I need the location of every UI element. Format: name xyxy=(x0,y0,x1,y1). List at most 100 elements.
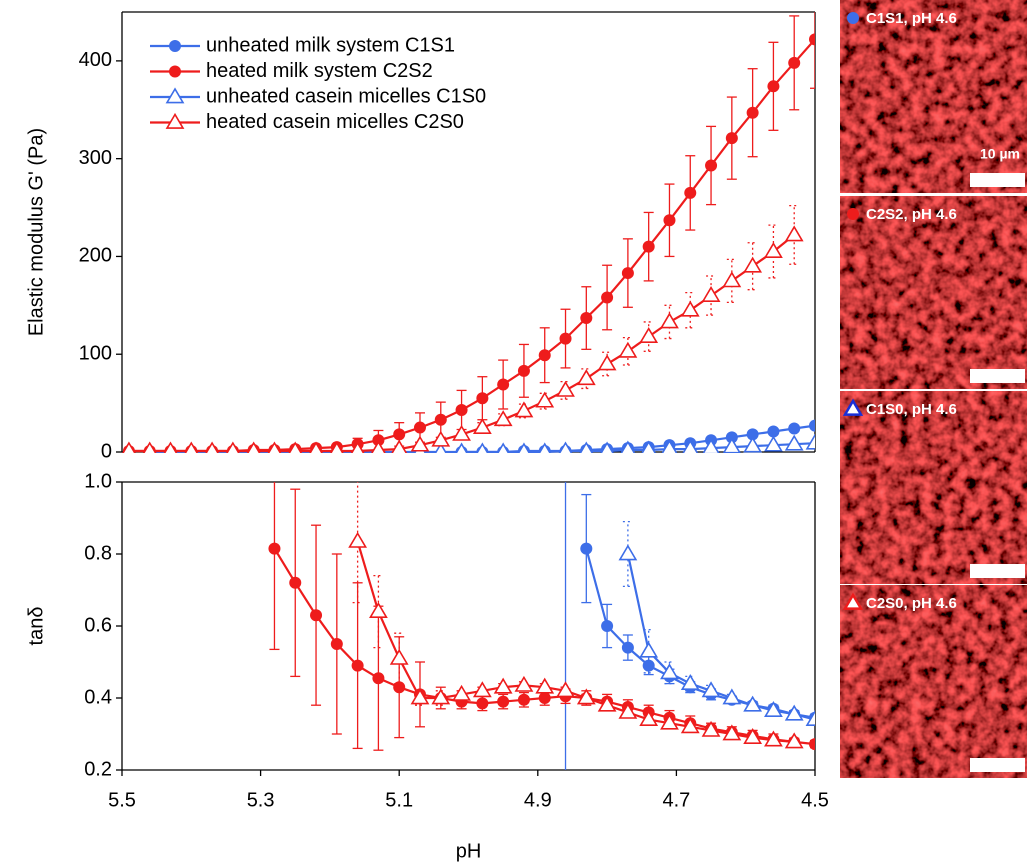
marker xyxy=(620,440,636,453)
marker xyxy=(809,33,815,46)
micrograph-texture xyxy=(840,391,1027,584)
y-tick-label: 200 xyxy=(79,245,112,267)
micrograph-texture xyxy=(840,196,1027,389)
panel-marker xyxy=(847,208,859,220)
marker xyxy=(556,380,575,397)
marker xyxy=(743,728,763,745)
marker xyxy=(809,419,815,432)
marker xyxy=(538,442,551,453)
marker xyxy=(661,439,678,453)
marker xyxy=(288,441,303,453)
marker xyxy=(391,439,408,453)
x-tick-label: 5.1 xyxy=(385,789,413,811)
marker xyxy=(722,271,742,288)
marker xyxy=(743,695,763,712)
marker xyxy=(496,442,510,453)
series-line xyxy=(273,548,815,746)
marker xyxy=(434,442,448,453)
marker xyxy=(289,576,302,589)
marker xyxy=(389,648,409,665)
marker xyxy=(410,435,430,452)
marker xyxy=(580,312,593,325)
marker xyxy=(579,441,594,453)
marker xyxy=(764,730,783,747)
marker xyxy=(702,438,720,453)
marker xyxy=(684,186,697,199)
scale-bar xyxy=(970,369,1025,383)
legend-marker xyxy=(169,65,181,78)
marker xyxy=(372,672,385,685)
panel-label: C2S0, pH 4.6 xyxy=(866,595,957,612)
marker xyxy=(371,440,386,453)
marker xyxy=(680,674,700,691)
marker xyxy=(455,442,468,453)
marker xyxy=(576,369,596,386)
marker xyxy=(809,738,815,751)
marker xyxy=(246,441,261,453)
marker xyxy=(621,267,634,280)
marker xyxy=(514,401,534,418)
marker xyxy=(639,710,659,727)
marker xyxy=(493,410,513,427)
marker xyxy=(576,688,596,705)
panel-label: C1S1, pH 4.6 xyxy=(866,10,957,27)
marker xyxy=(535,677,555,694)
y-axis-label: Elastic modulus G' (Pa) xyxy=(25,128,47,336)
marker xyxy=(701,285,721,302)
marker xyxy=(639,641,659,658)
marker xyxy=(722,724,742,741)
marker xyxy=(497,378,510,391)
marker xyxy=(767,425,780,438)
y-tick-label: 400 xyxy=(79,49,112,71)
marker xyxy=(476,697,489,710)
marker xyxy=(764,435,783,452)
panel-marker xyxy=(847,12,859,24)
marker xyxy=(641,440,657,453)
marker xyxy=(350,441,365,453)
marker xyxy=(597,354,617,371)
marker xyxy=(163,441,178,453)
marker xyxy=(767,80,780,93)
marker xyxy=(372,434,385,447)
marker xyxy=(743,436,763,453)
marker xyxy=(472,417,492,434)
marker xyxy=(538,349,551,362)
marker xyxy=(722,437,741,453)
marker xyxy=(226,441,240,453)
marker xyxy=(559,332,572,345)
marker xyxy=(660,312,679,329)
marker xyxy=(601,291,614,304)
marker xyxy=(142,441,157,453)
marker xyxy=(597,695,617,712)
marker xyxy=(476,392,489,405)
marker xyxy=(535,391,555,408)
x-tick-label: 5.5 xyxy=(108,789,136,811)
panel-marker xyxy=(842,398,864,416)
y-tick-label: 1.0 xyxy=(84,470,112,492)
marker xyxy=(680,717,700,734)
marker xyxy=(452,684,471,701)
marker xyxy=(410,688,430,705)
x-axis-label: pH xyxy=(456,840,482,862)
marker xyxy=(452,424,471,441)
marker xyxy=(784,434,804,451)
x-tick-label: 4.9 xyxy=(524,789,552,811)
marker xyxy=(784,704,804,721)
marker xyxy=(434,413,447,426)
marker xyxy=(642,659,655,672)
series-line xyxy=(585,548,815,719)
series-line xyxy=(356,541,795,743)
x-tick-label: 4.7 xyxy=(662,789,690,811)
scale-bar xyxy=(970,758,1025,772)
y-tick-label: 0.2 xyxy=(84,758,112,780)
marker xyxy=(701,681,721,698)
y-tick-label: 0.8 xyxy=(84,542,112,564)
marker xyxy=(330,638,343,650)
y-tick-label: 300 xyxy=(79,147,112,169)
legend-label: heated milk system C2S2 xyxy=(206,60,433,82)
scale-bar xyxy=(970,173,1025,187)
marker xyxy=(455,403,468,416)
marker xyxy=(431,688,451,705)
x-tick-label: 5.3 xyxy=(247,789,275,811)
